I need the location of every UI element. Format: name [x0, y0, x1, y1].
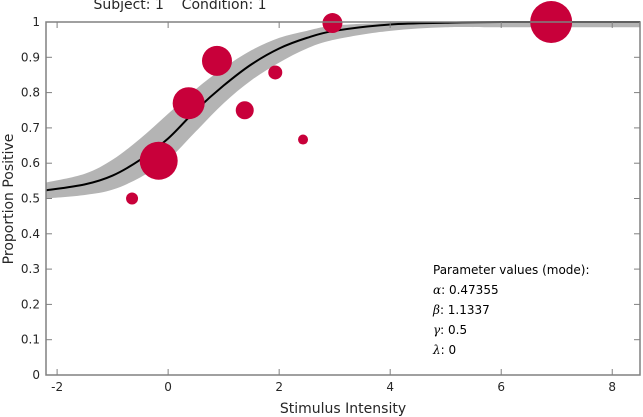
y-tick-label: 0 — [32, 368, 40, 382]
data-point — [322, 13, 343, 34]
beta-symbol: β — [432, 303, 440, 317]
y-tick-label: 0.8 — [21, 86, 40, 100]
x-tick-label: 2 — [275, 380, 283, 394]
data-point — [298, 134, 309, 145]
annotation-alpha: α: 0.47355 — [433, 283, 499, 297]
parameter-annotation: Parameter values (mode): α: 0.47355 β: 1… — [432, 263, 590, 357]
gamma-value: : 0.5 — [440, 323, 467, 337]
gamma-symbol: γ — [433, 323, 441, 337]
y-tick-label: 0.7 — [21, 121, 40, 135]
x-axis-label: Stimulus Intensity — [280, 401, 406, 417]
data-point — [172, 87, 205, 120]
annotation-beta: β: 1.1337 — [432, 303, 490, 317]
annotation-heading: Parameter values (mode): — [433, 263, 590, 277]
alpha-symbol: α — [433, 283, 441, 297]
y-tick-label: 0.5 — [21, 192, 40, 206]
y-tick-label: 0.4 — [21, 227, 40, 241]
y-tick-label: 0.6 — [21, 156, 40, 170]
y-axis-label: Proportion Positive — [1, 134, 17, 265]
y-tick-label: 0.3 — [21, 262, 40, 276]
data-point — [139, 141, 178, 180]
data-point — [235, 101, 254, 120]
x-tick-label: -2 — [51, 380, 63, 394]
x-tick-label: 6 — [497, 380, 505, 394]
annotation-gamma: γ: 0.5 — [433, 323, 467, 337]
data-point — [268, 65, 283, 80]
y-tick-label: 0.1 — [21, 333, 40, 347]
alpha-value: : 0.47355 — [441, 283, 498, 297]
annotation-lambda: λ: 0 — [432, 343, 456, 357]
credible-band — [46, 21, 640, 199]
y-tick-label: 0.2 — [21, 297, 40, 311]
y-tick-label: 0.9 — [21, 50, 40, 64]
x-tick-label: 8 — [608, 380, 616, 394]
x-tick-label: 4 — [386, 380, 394, 394]
y-tick-label: 1 — [32, 15, 40, 29]
data-point — [126, 192, 139, 205]
chart-title: Subject: 1 Condition: 1 — [93, 0, 266, 13]
lambda-value: : 0 — [441, 343, 457, 357]
data-point — [201, 45, 232, 76]
beta-value: : 1.1337 — [440, 303, 490, 317]
lambda-symbol: λ — [432, 343, 441, 357]
x-tick-label: 0 — [164, 380, 172, 394]
